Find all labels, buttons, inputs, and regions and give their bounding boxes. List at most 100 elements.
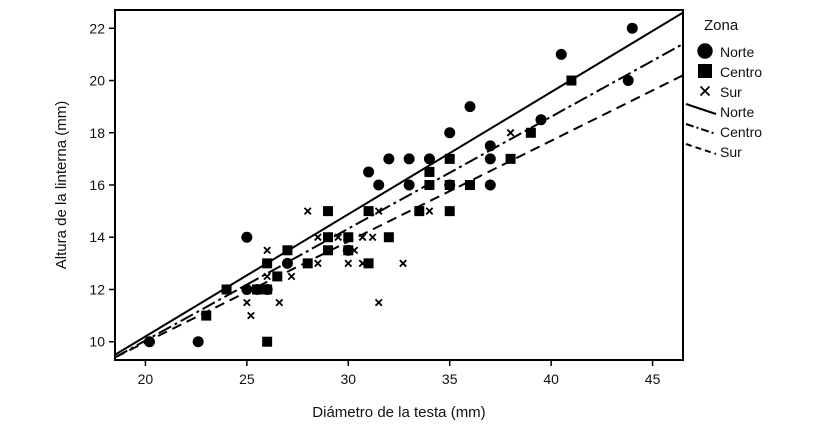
point-sur <box>314 259 322 268</box>
point-centro <box>424 180 435 190</box>
legend-line-sur <box>685 143 717 155</box>
point-centro <box>201 310 212 321</box>
point-sur <box>283 259 292 268</box>
point-sur <box>358 233 367 242</box>
point-sur <box>350 246 359 255</box>
point-centro <box>414 206 425 217</box>
x-axis-ticks: 20 25 30 35 40 45 <box>138 360 661 387</box>
y-tick-label: 18 <box>89 125 105 141</box>
fit-line-sur <box>115 74 683 359</box>
point-centro <box>323 206 333 217</box>
y-tick-label: 14 <box>89 229 105 245</box>
legend-title: Zona <box>704 17 739 34</box>
point-sur <box>385 233 393 242</box>
point-norte <box>423 153 435 165</box>
point-norte <box>444 127 456 139</box>
point-sur <box>374 207 383 215</box>
point-sur <box>358 259 367 268</box>
point-centro <box>323 245 333 256</box>
data-points <box>143 22 638 348</box>
x-axis-title: Diámetro de la testa (mm) <box>312 404 485 421</box>
point-centro <box>302 258 313 269</box>
point-norte <box>143 336 155 348</box>
legend-marker-centro <box>698 64 712 78</box>
y-tick-label: 22 <box>89 20 105 36</box>
point-norte <box>484 140 496 152</box>
legend-line-label-centro: Centro <box>720 124 762 140</box>
point-centro <box>363 258 374 269</box>
point-centro <box>363 206 374 217</box>
point-norte <box>535 114 547 126</box>
y-tick-label: 12 <box>89 281 105 297</box>
fit-lines <box>115 11 683 359</box>
x-tick-label: 35 <box>442 371 458 387</box>
point-norte <box>403 153 415 165</box>
x-tick-label: 20 <box>138 371 154 387</box>
point-norte <box>626 22 638 34</box>
legend-label-sur: Sur <box>720 84 742 100</box>
point-centro <box>252 284 262 295</box>
point-centro <box>282 245 293 256</box>
point-sur <box>287 272 296 281</box>
point-norte <box>363 166 375 178</box>
point-norte <box>622 75 634 87</box>
point-sur <box>263 272 271 281</box>
point-sur <box>247 311 255 320</box>
fit-line-centro <box>115 43 683 359</box>
fit-line-norte <box>115 11 683 356</box>
point-norte <box>373 179 385 191</box>
point-norte <box>403 179 415 191</box>
legend-line-centro <box>685 123 717 135</box>
legend-line-label-sur: Sur <box>720 144 742 160</box>
point-sur <box>374 298 383 307</box>
y-axis-title: Altura de la linterna (mm) <box>53 101 70 269</box>
point-centro <box>343 245 354 256</box>
point-centro <box>525 127 536 138</box>
point-centro <box>262 284 273 295</box>
point-norte <box>383 153 395 165</box>
x-tick-label: 30 <box>340 371 356 387</box>
point-norte <box>241 231 253 243</box>
point-sur <box>314 233 322 242</box>
point-sur <box>344 259 353 268</box>
x-tick-label: 25 <box>239 371 255 387</box>
legend-marker-norte <box>697 43 713 59</box>
point-centro <box>444 206 455 217</box>
point-sur <box>344 233 353 242</box>
point-centro <box>444 153 455 164</box>
y-tick-label: 16 <box>89 177 105 193</box>
point-sur <box>399 259 407 268</box>
x-tick-label: 40 <box>543 371 559 387</box>
point-centro <box>465 180 475 190</box>
point-centro <box>424 166 435 177</box>
legend-marker-sur <box>699 85 711 97</box>
plot-frame <box>114 9 684 361</box>
point-sur <box>425 207 434 215</box>
point-sur <box>275 298 284 307</box>
point-norte <box>484 179 496 191</box>
point-norte <box>464 101 476 113</box>
y-tick-label: 20 <box>89 73 105 89</box>
point-norte <box>555 48 567 60</box>
point-sur <box>273 272 282 281</box>
point-centro <box>323 232 333 243</box>
y-axis-ticks: 10 12 14 16 18 20 22 <box>89 20 115 350</box>
point-centro <box>444 180 455 190</box>
legend-label-centro: Centro <box>720 64 762 80</box>
point-norte <box>241 283 253 295</box>
legend-label-norte: Norte <box>720 44 754 60</box>
legend-line-label-norte: Norte <box>720 104 754 120</box>
point-sur <box>506 128 515 137</box>
point-sur <box>243 298 251 307</box>
point-norte <box>484 153 496 165</box>
point-centro <box>505 153 516 164</box>
point-centro <box>262 336 273 347</box>
y-tick-label: 10 <box>89 334 105 350</box>
legend-line-norte <box>685 103 717 115</box>
point-sur <box>263 246 271 255</box>
point-sur <box>334 233 342 242</box>
point-sur <box>303 207 312 215</box>
point-sur <box>368 233 377 242</box>
point-centro <box>566 75 577 86</box>
